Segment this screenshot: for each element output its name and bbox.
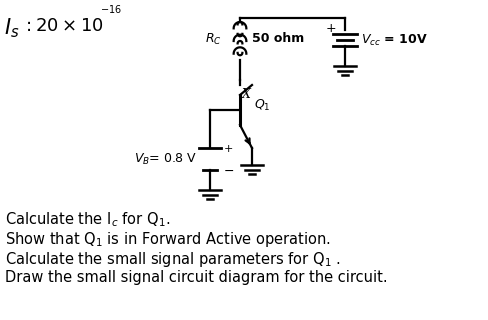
Text: Draw the small signal circuit diagram for the circuit.: Draw the small signal circuit diagram fo… (5, 270, 387, 285)
Text: $R_C$: $R_C$ (205, 31, 222, 46)
Text: Show that Q$_1$ is in Forward Active operation.: Show that Q$_1$ is in Forward Active ope… (5, 230, 331, 249)
Text: Calculate the small signal parameters for Q$_1$ .: Calculate the small signal parameters fo… (5, 250, 341, 269)
Text: X: X (242, 88, 251, 101)
Text: 50 ohm: 50 ohm (252, 33, 304, 45)
Text: $V_{cc}$ = 10V: $V_{cc}$ = 10V (361, 32, 427, 48)
Text: $:20\times 10$: $:20\times 10$ (22, 17, 103, 35)
Text: $V_B$= 0.8 V: $V_B$= 0.8 V (134, 151, 197, 166)
Text: +: + (325, 21, 336, 35)
Text: $Q_1$: $Q_1$ (254, 98, 270, 113)
Text: +: + (224, 144, 233, 154)
Text: $^{-16}$: $^{-16}$ (100, 5, 122, 19)
Text: $I_s$: $I_s$ (4, 16, 20, 40)
Text: −: − (224, 164, 235, 178)
Text: Calculate the I$_c$ for Q$_1$.: Calculate the I$_c$ for Q$_1$. (5, 210, 170, 229)
